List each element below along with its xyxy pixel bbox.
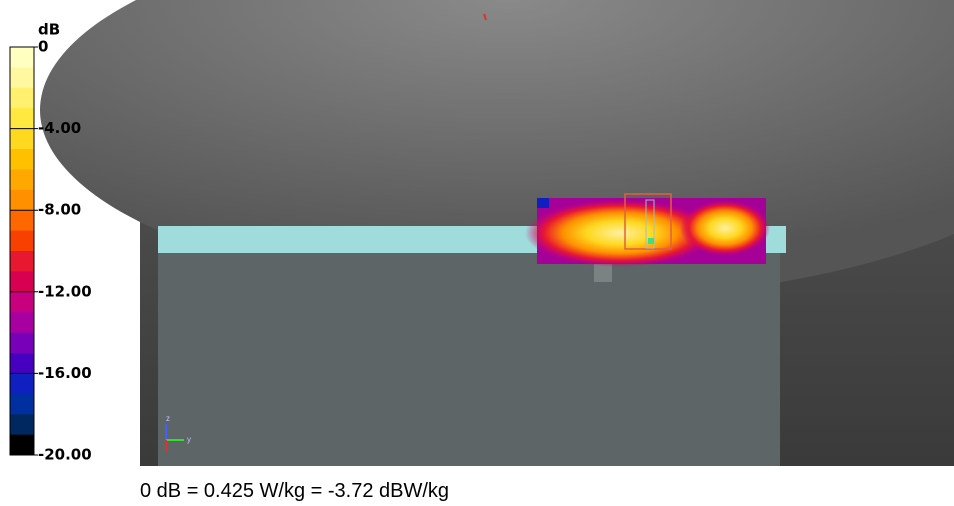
colorbar-tick-label: 0 xyxy=(38,38,48,56)
colorbar-tick-label: -4.00 xyxy=(38,119,81,137)
sar-hotspot xyxy=(525,199,715,267)
color-band xyxy=(10,312,34,334)
colorbar-unit: dB xyxy=(38,21,60,39)
color-band xyxy=(10,149,34,170)
colorbar-tick-label: -16.00 xyxy=(38,364,92,382)
color-band xyxy=(10,251,34,272)
device-part xyxy=(645,199,655,249)
color-band xyxy=(10,353,34,374)
color-band xyxy=(10,271,34,293)
triad-z: z xyxy=(166,414,170,423)
triad-y: y xyxy=(187,435,191,444)
color-band xyxy=(10,67,34,89)
color-band xyxy=(10,332,34,354)
colorbar-tick-label: -12.00 xyxy=(38,282,92,300)
color-band xyxy=(10,128,34,150)
color-band xyxy=(10,47,34,68)
color-band xyxy=(10,414,34,436)
colorbar-tick-label: -20.00 xyxy=(38,446,92,464)
color-band xyxy=(10,108,34,130)
color-band xyxy=(10,291,34,313)
color-band xyxy=(10,373,34,395)
caption: 0 dB = 0.425 W/kg = -3.72 dBW/kg xyxy=(140,480,449,502)
color-band xyxy=(10,210,34,232)
color-band xyxy=(10,434,34,456)
device-outline xyxy=(624,193,672,250)
phantom-body xyxy=(158,253,780,466)
sar-hotspot xyxy=(680,200,770,256)
color-band xyxy=(10,393,34,415)
color-band xyxy=(10,189,34,211)
color-band xyxy=(10,230,34,252)
sar-corner xyxy=(537,198,549,208)
color-band xyxy=(10,169,34,191)
device-marker xyxy=(648,238,654,244)
pointer xyxy=(483,13,487,21)
color-band xyxy=(10,87,34,109)
colorbar-tick-label: -8.00 xyxy=(38,201,81,219)
probe-holder xyxy=(594,262,612,282)
